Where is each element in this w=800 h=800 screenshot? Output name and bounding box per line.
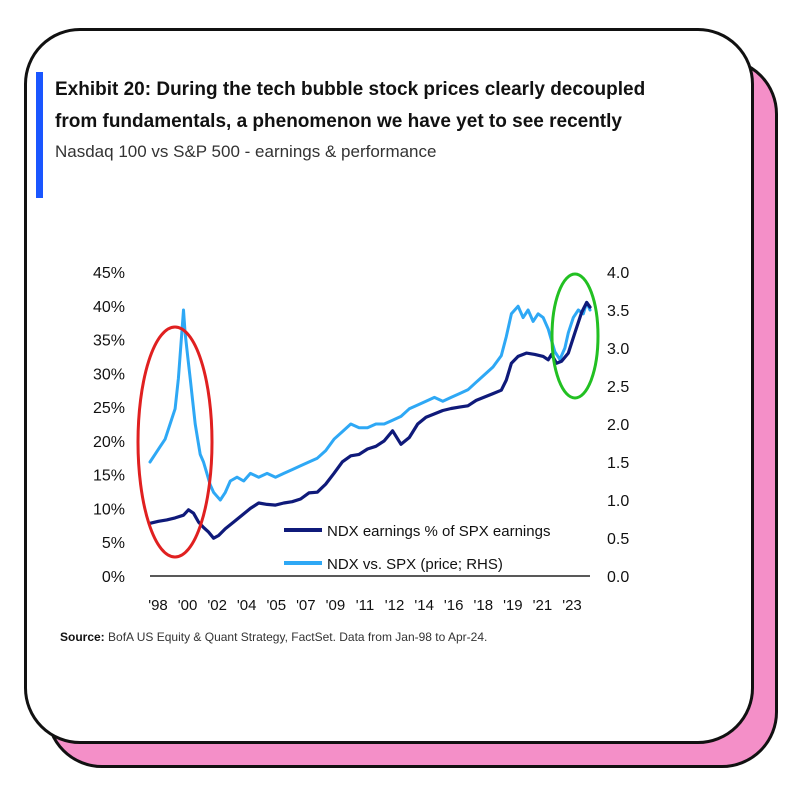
right-axis-tick-label: 1.5: [607, 455, 629, 472]
right-axis-tick-label: 4.0: [607, 265, 629, 282]
right-axis-tick-label: 0.5: [607, 531, 629, 548]
x-axis-tick-label: '23: [562, 597, 582, 614]
legend-label-earnings: NDX earnings % of SPX earnings: [327, 523, 550, 540]
left-axis-tick-label: 40%: [93, 299, 125, 316]
legend-label-price: NDX vs. SPX (price; RHS): [327, 556, 503, 573]
right-axis-tick-label: 0.0: [607, 569, 629, 586]
x-axis-tick-label: '02: [207, 597, 227, 614]
x-axis-tick-label: '18: [474, 597, 494, 614]
left-axis-tick-label: 30%: [93, 366, 125, 383]
x-axis-tick-label: '12: [385, 597, 405, 614]
x-axis-tick-label: '11: [356, 597, 374, 614]
x-axis-tick-label: '04: [237, 597, 257, 614]
price-ratio-series-line: [148, 300, 592, 502]
recent-period-highlight-ellipse: [550, 272, 600, 400]
x-axis-tick-label: '16: [444, 597, 464, 614]
right-axis-tick-label: 3.5: [607, 303, 629, 320]
left-axis-tick-label: 15%: [93, 468, 125, 485]
exhibit-card: [24, 28, 754, 744]
left-axis-tick-label: 5%: [102, 535, 125, 552]
x-axis-tick-label: '21: [533, 597, 553, 614]
x-axis-tick-label: '05: [267, 597, 287, 614]
exhibit-subtitle: Nasdaq 100 vs S&P 500 - earnings & perfo…: [55, 142, 437, 161]
right-axis-tick-label: 2.0: [607, 417, 629, 434]
earnings-share-series-line: [148, 300, 592, 540]
right-axis-tick-label: 2.5: [607, 379, 629, 396]
left-axis-tick-label: 10%: [93, 501, 125, 518]
source-label: Source:: [60, 630, 105, 644]
x-axis-tick-label: '98: [148, 597, 168, 614]
source-text: BofA US Equity & Quant Strategy, FactSet…: [108, 630, 488, 644]
right-axis-tick-label: 1.0: [607, 493, 629, 510]
x-axis-tick-label: '19: [503, 597, 523, 614]
tech-bubble-highlight-ellipse: [136, 325, 214, 559]
x-axis-tick-label: '07: [296, 597, 316, 614]
left-axis-tick-label: 20%: [93, 434, 125, 451]
x-axis-tick-label: '14: [414, 597, 434, 614]
x-axis-tick-label: '00: [178, 597, 198, 614]
exhibit-title: Exhibit 20: During the tech bubble stock…: [55, 79, 646, 132]
left-axis-tick-label: 45%: [93, 265, 125, 282]
accent-bar: [36, 72, 43, 198]
left-axis-tick-label: 25%: [93, 400, 125, 417]
right-axis-tick-label: 3.0: [607, 341, 629, 358]
left-axis-tick-label: 0%: [102, 569, 125, 586]
left-axis-tick-label: 35%: [93, 333, 125, 350]
x-axis-tick-label: '09: [326, 597, 346, 614]
source-note: Source: BofA US Equity & Quant Strategy,…: [60, 630, 487, 644]
